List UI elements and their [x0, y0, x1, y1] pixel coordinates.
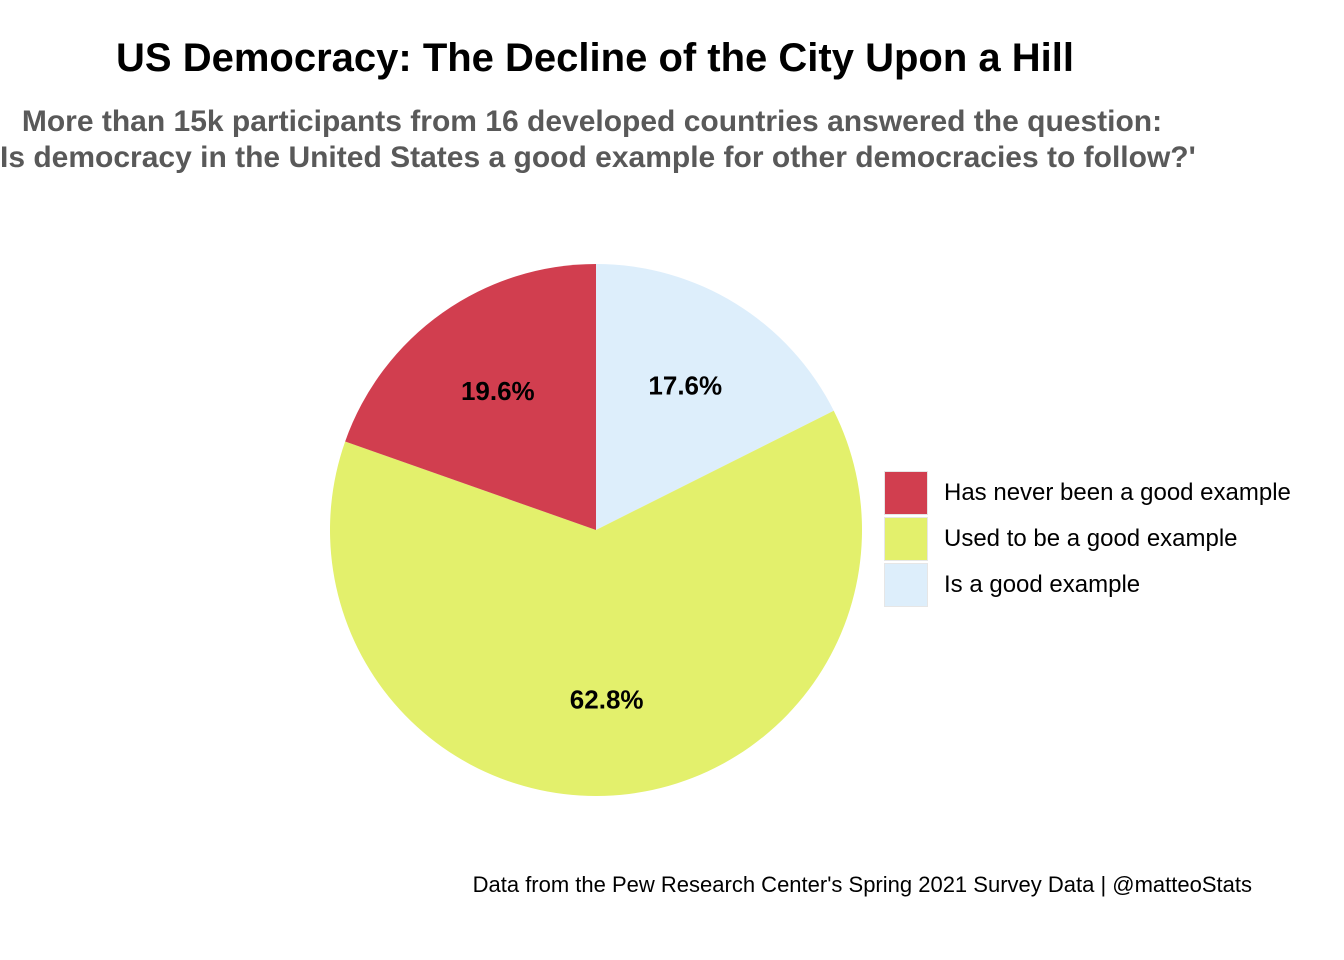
legend-swatch-never [884, 471, 928, 515]
chart-caption: Data from the Pew Research Center's Spri… [472, 872, 1252, 897]
legend-item-used-to-be: Used to be a good example [884, 516, 1291, 562]
legend-swatch-is-good [884, 563, 928, 607]
subtitle-line-2: Is democracy in the United States a good… [0, 141, 1196, 174]
legend-swatch-used-to-be [884, 517, 928, 561]
pie-label-0: 17.6% [648, 370, 722, 400]
legend-label-is-good: Is a good example [944, 571, 1141, 598]
pie-label-1: 62.8% [570, 685, 644, 715]
pie-slice-0 [596, 264, 834, 530]
subtitle-line-1: More than 15k participants from 16 devel… [21, 105, 1163, 138]
legend-label-used-to-be: Used to be a good example [944, 525, 1238, 552]
chart-subtitle: More than 15k participants from 16 devel… [0, 104, 1196, 176]
pie-slice-1 [329, 410, 862, 796]
chart-title: US Democracy: The Decline of the City Up… [116, 36, 1074, 80]
legend-item-never: Has never been a good example [884, 470, 1291, 516]
pie-label-2: 19.6% [461, 376, 535, 406]
chart-legend: Has never been a good example Used to be… [884, 470, 1291, 608]
legend-label-never: Has never been a good example [944, 479, 1291, 506]
legend-item-is-good: Is a good example [884, 562, 1291, 608]
pie-slice-2 [345, 264, 596, 530]
